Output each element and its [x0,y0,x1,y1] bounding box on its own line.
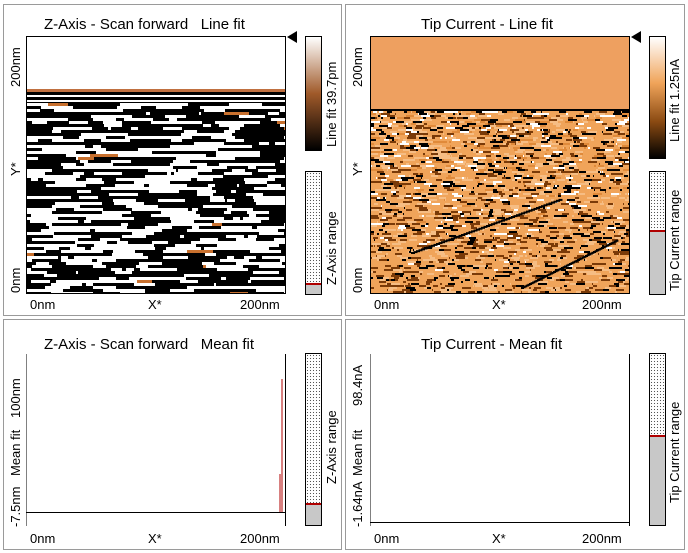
range-marker-line [306,503,321,506]
z-mean-plot[interactable] [26,354,286,526]
z-line-colorbar [305,36,322,151]
tip-line-colorbar [649,36,666,159]
range-label: Z-Axis range [324,211,339,285]
tip-mean-plot[interactable] [370,354,630,526]
tip-mean-graph [370,354,630,526]
tip-mean-panel: Tip Current - Mean fit 98.4nA Mean fit -… [345,319,685,550]
y-axis-top-label: 200nm [8,47,23,87]
x-axis-right-label: 200nm [240,297,280,312]
x-axis-right-label: 200nm [582,297,622,312]
range-dots [306,172,321,285]
panel-title: Z-Axis - Scan forward Mean fit [44,336,255,353]
x-axis-left-label: 0nm [374,531,400,546]
range-marker-arrow[interactable] [287,31,297,43]
range-marker-line [650,229,665,232]
range-dots [650,354,665,437]
range-marker-arrow[interactable] [631,31,641,43]
colorbar-label: Line fit 1.25nA [667,58,682,142]
x-axis-title: X* [148,531,162,546]
z-line-heightmap [27,37,285,293]
x-axis-title: X* [492,297,506,312]
range-marker-line [650,435,665,438]
range-dots [650,172,665,231]
y-axis-top-label: 98.4nA [350,364,365,406]
panel-title: Z-Axis - Scan forward Line fit [44,16,245,33]
x-axis-title: X* [492,531,506,546]
panel-title: Tip Current - Line fit [421,16,553,33]
x-axis-left-label: 0nm [30,297,56,312]
y-axis-bottom-label: -1.64nA [350,481,365,527]
z-axis-range-bar[interactable] [305,171,322,295]
y-axis-title: Mean fit [350,429,365,476]
z-mean-graph [26,354,286,526]
range-label: Tip Current range [667,189,682,291]
x-axis-left-label: 0nm [374,297,400,312]
tip-current-map [371,37,629,293]
tip-current-range-bar[interactable] [649,171,666,295]
y-axis-bottom-label: 0nm [8,267,23,293]
x-axis-right-label: 200nm [582,531,622,546]
x-axis-title: X* [148,297,162,312]
z-line-image[interactable] [26,36,286,294]
y-axis-bottom-label: 0nm [350,267,365,293]
y-axis-top-label: 200nm [350,47,365,87]
tip-current-range-bar[interactable] [649,353,666,526]
y-axis-bottom-label: -7.5nm [8,486,23,527]
range-label: Z-Axis range [324,410,339,484]
tip-line-image[interactable] [370,36,630,294]
colorbar-label: Line fit 39.7pm [324,61,339,147]
y-axis-top-label: 100nm [8,378,23,418]
range-marker-line [306,283,321,286]
range-label: Tip Current range [667,401,682,503]
x-axis-right-label: 200nm [240,531,280,546]
tip-line-panel: Tip Current - Line fit 200nm Y* 0nm 0nm … [345,4,685,316]
range-dots [306,354,321,505]
z-mean-panel: Z-Axis - Scan forward Mean fit 100nm Mea… [3,319,342,550]
z-axis-range-bar[interactable] [305,353,322,526]
y-axis-title: Y* [350,162,365,176]
z-line-panel: Z-Axis - Scan forward Line fit 200nm Y* … [3,4,342,316]
panel-title: Tip Current - Mean fit [421,336,563,353]
x-axis-left-label: 0nm [30,531,56,546]
y-axis-title: Y* [8,162,23,176]
y-axis-title: Mean fit [8,429,23,476]
